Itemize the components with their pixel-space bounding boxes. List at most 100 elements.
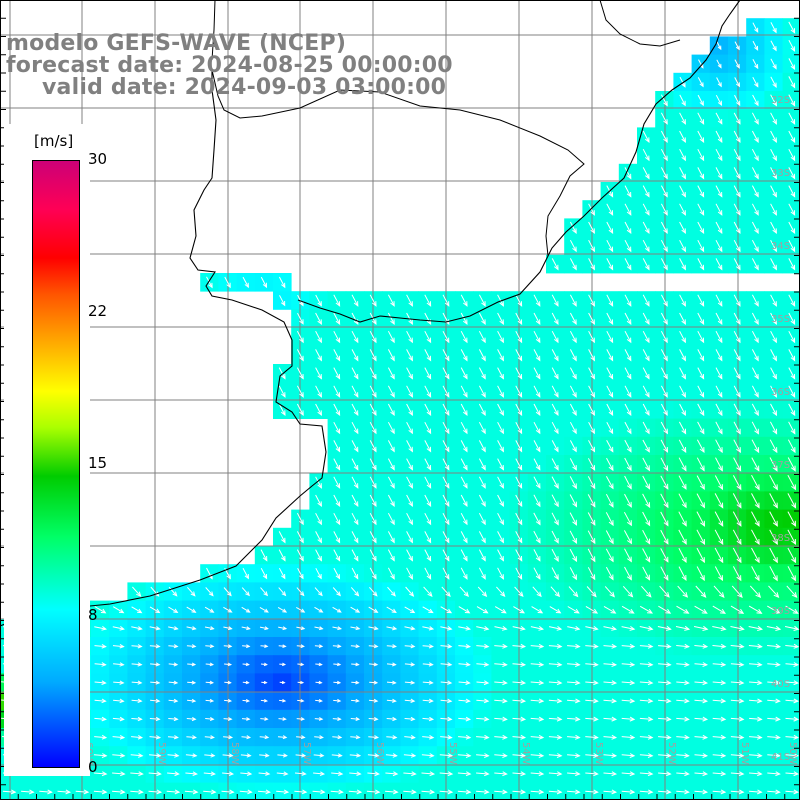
wind-arrow (424, 385, 432, 398)
wind-arrow (351, 494, 359, 508)
wind-arrow (676, 662, 690, 667)
wind-arrow (94, 606, 107, 614)
wind-arrow (531, 606, 544, 614)
wind-arrow (222, 771, 235, 776)
wind-arrow (585, 734, 599, 740)
wind-arrow (422, 644, 434, 649)
wind-arrow (585, 626, 599, 631)
wind-arrow (512, 680, 527, 686)
wind-arrow (497, 531, 504, 544)
wind-arrow (642, 548, 651, 563)
wind-arrow (460, 330, 468, 344)
wind-arrow (494, 698, 508, 704)
wind-arrow (497, 549, 504, 562)
wind-arrow (730, 680, 745, 686)
wind-arrow (440, 606, 453, 614)
wind-arrow (112, 771, 126, 777)
wind-arrow (458, 606, 471, 614)
wind-arrow (678, 457, 687, 472)
wind-arrow (679, 385, 686, 398)
wind-arrow (567, 643, 581, 649)
wind-arrow (676, 605, 690, 614)
title-model: modelo GEFS-WAVE (NCEP) (6, 31, 347, 56)
wind-arrow (660, 566, 669, 581)
wind-arrow (460, 531, 468, 544)
wind-arrow (624, 493, 632, 508)
wind-arrow (369, 367, 377, 380)
wind-arrow (569, 476, 577, 490)
wind-arrow (351, 440, 359, 453)
wind-arrow (315, 494, 322, 508)
wind-arrow (639, 734, 654, 740)
wind-arrow (567, 698, 581, 704)
wind-arrow (660, 258, 668, 271)
wind-arrow (478, 494, 486, 508)
wind-arrow (678, 529, 687, 545)
wind-arrow (312, 789, 326, 795)
wind-arrow (603, 789, 618, 795)
wind-arrow (186, 626, 197, 631)
wind-arrow (770, 58, 777, 70)
wind-arrow (351, 512, 359, 526)
wind-arrow (660, 403, 668, 417)
wind-arrow (369, 494, 377, 508)
wind-arrow (660, 529, 669, 545)
wind-arrow (533, 476, 541, 489)
wind-arrow (770, 185, 777, 198)
wind-arrow (716, 41, 722, 51)
wind-arrow (660, 203, 668, 216)
wind-arrow (241, 735, 252, 740)
wind-arrow (621, 680, 636, 686)
wind-arrow (223, 587, 232, 597)
longitude-label: 50W (787, 742, 798, 765)
wind-arrow (733, 367, 741, 380)
wind-arrow (150, 662, 161, 667)
wind-arrow (606, 330, 614, 344)
wind-arrow (515, 403, 523, 417)
wind-arrow (387, 458, 395, 471)
wind-arrow (642, 403, 650, 417)
wind-arrow (223, 644, 233, 649)
wind-arrow (551, 494, 559, 508)
wind-arrow (770, 385, 777, 398)
wind-arrow (569, 294, 577, 307)
wind-arrow (770, 94, 777, 107)
wind-arrow (642, 130, 650, 144)
wind-arrow (788, 21, 796, 34)
wind-arrow (203, 771, 216, 776)
wind-arrow (788, 76, 796, 89)
wind-arrow (787, 439, 796, 454)
wind-arrow (606, 203, 614, 216)
wind-arrow (585, 643, 599, 649)
wind-arrow (697, 77, 704, 88)
coastline-path (0, 70, 327, 627)
wind-arrow (697, 239, 705, 253)
wind-arrow (440, 662, 453, 667)
wind-arrow (788, 258, 796, 271)
wind-arrow (476, 698, 490, 704)
wind-arrow (241, 626, 251, 631)
wind-arrow (715, 403, 723, 417)
wind-arrow (478, 349, 486, 362)
wind-arrow (442, 403, 450, 417)
wind-arrow (624, 185, 632, 198)
wind-arrow (676, 716, 690, 722)
wind-arrow (240, 771, 253, 776)
wind-arrow (404, 662, 416, 667)
wind-arrow (494, 606, 507, 614)
wind-arrow (406, 421, 413, 435)
wind-arrow (714, 493, 724, 509)
wind-arrow (770, 349, 777, 362)
wind-arrow (639, 662, 654, 667)
wind-arrow (494, 753, 508, 758)
wind-arrow (748, 643, 763, 649)
wind-arrow (533, 312, 541, 326)
wind-arrow (533, 385, 541, 398)
wind-arrow (678, 547, 687, 564)
wind-arrow (770, 330, 777, 344)
wind-arrow (715, 385, 723, 398)
wind-arrow (440, 698, 453, 704)
wind-arrow (478, 440, 486, 453)
wind-arrow (767, 753, 781, 758)
